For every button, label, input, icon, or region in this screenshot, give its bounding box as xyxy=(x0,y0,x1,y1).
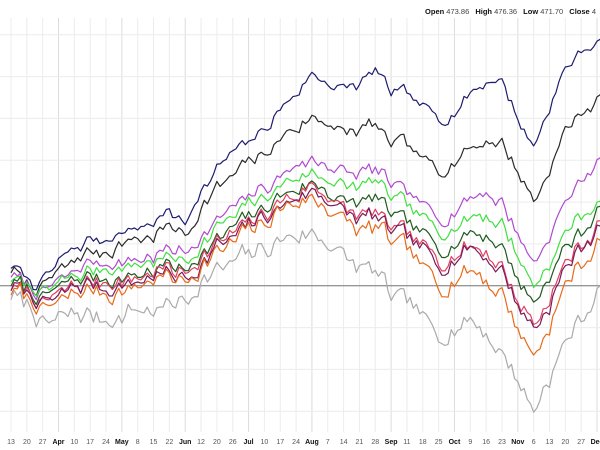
chart-series xyxy=(10,38,600,413)
series-line xyxy=(10,182,600,326)
x-tick-label: 13 xyxy=(546,439,554,446)
series-line xyxy=(10,155,600,301)
x-axis-ticks: 13 20 27 Apr 10 17 24 May 8 15 22 Jun 12 20 26 Jul 10 17 2… xyxy=(7,439,600,446)
x-tick-label: May xyxy=(115,439,129,446)
open-value: 473.86 xyxy=(446,7,470,16)
high-label: High xyxy=(475,7,493,16)
series-line xyxy=(10,168,600,297)
series-line xyxy=(10,180,600,306)
x-tick-label: 23 xyxy=(498,439,506,446)
series-line xyxy=(10,187,600,329)
x-tick-label: 14 xyxy=(340,439,348,446)
x-tick-label: 6 xyxy=(532,439,536,446)
x-tick-label: 8 xyxy=(136,439,140,446)
x-tick-label: 17 xyxy=(276,439,284,446)
x-tick-label: 11 xyxy=(403,439,410,446)
x-tick-label: 21 xyxy=(356,439,364,446)
chart-grid xyxy=(0,18,600,432)
series-line xyxy=(10,38,600,291)
x-tick-label: 24 xyxy=(102,439,110,446)
x-tick-label: 26 xyxy=(229,439,237,446)
series-line xyxy=(10,93,600,297)
x-tick-label: 25 xyxy=(435,439,443,446)
x-tick-label: 12 xyxy=(197,439,205,446)
x-tick-label: 13 xyxy=(7,439,15,446)
x-tick-label: 28 xyxy=(371,439,379,446)
series-line xyxy=(10,193,600,356)
close-label: Close xyxy=(569,7,590,16)
x-tick-label: Apr xyxy=(52,439,64,446)
low-value: 471.70 xyxy=(540,7,564,16)
x-tick-label: 27 xyxy=(577,439,585,446)
x-tick-label: 16 xyxy=(482,439,490,446)
open-label: Open xyxy=(425,7,445,16)
x-tick-label: Aug xyxy=(305,439,319,446)
low-label: Low xyxy=(523,7,539,16)
x-tick-label: 15 xyxy=(150,439,158,446)
x-tick-label: 18 xyxy=(419,439,427,446)
x-tick-label: 7 xyxy=(326,439,330,446)
x-tick-label: 10 xyxy=(261,439,269,446)
x-tick-label: 20 xyxy=(23,439,31,446)
x-tick-label: 22 xyxy=(165,439,173,446)
x-tick-label: Nov xyxy=(511,439,524,446)
x-tick-label: 27 xyxy=(39,439,47,446)
x-tick-label: Sep xyxy=(385,439,398,446)
x-tick-label: 10 xyxy=(70,439,78,446)
x-tick-label: Jun xyxy=(179,439,191,446)
x-tick-label: 20 xyxy=(561,439,569,446)
high-value: 476.36 xyxy=(494,7,518,16)
x-tick-label: 20 xyxy=(213,439,221,446)
x-tick-label: 17 xyxy=(86,439,94,446)
x-tick-label: Dec xyxy=(591,439,600,446)
ohlc-readout: Open 473.86 High 476.36 Low 471.70 Close… xyxy=(425,7,600,16)
x-tick-label: Oct xyxy=(449,439,461,446)
x-tick-label: 9 xyxy=(468,439,472,446)
close-value: 4 xyxy=(591,7,596,16)
series-line xyxy=(10,228,600,413)
x-tick-label: Jul xyxy=(244,439,254,446)
x-tick-label: 24 xyxy=(292,439,300,446)
